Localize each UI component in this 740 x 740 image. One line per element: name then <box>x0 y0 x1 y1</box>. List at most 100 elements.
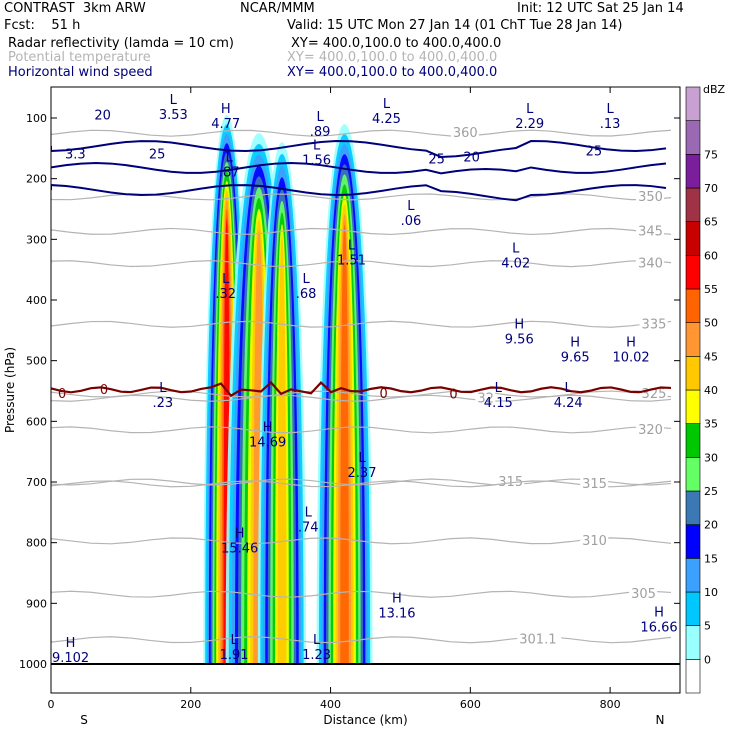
theta-label-bg <box>639 316 668 332</box>
colorbar-swatch <box>685 625 701 660</box>
colorbar-tick-label: 35 <box>704 418 718 431</box>
colorbar-tick-label: 75 <box>704 148 718 161</box>
colorbar-tick-label: 15 <box>704 552 718 565</box>
extremum-value: .23 <box>152 396 173 411</box>
extremum-value: 4.02 <box>501 257 530 272</box>
wind-contour-line <box>51 161 667 175</box>
colorbar-swatch <box>685 322 701 357</box>
wind-contour-label: 20 <box>463 150 480 165</box>
colorbar-swatch <box>685 356 701 391</box>
wind-contour-label: 20 <box>94 109 111 124</box>
extremum-kind-low: L <box>222 272 230 287</box>
extremum-value: 2.37 <box>348 466 377 481</box>
valid-time: Valid: 15 UTC Mon 27 Jan 14 (01 ChT Tue … <box>287 18 623 33</box>
extremum-value: 16.66 <box>640 621 677 636</box>
extremum-kind-low: L <box>159 381 167 396</box>
extremum-value: 1.51 <box>337 254 366 269</box>
theta-label-bg <box>580 532 609 548</box>
theta-contour-line <box>51 320 672 328</box>
extremum-kind-low: L <box>230 633 238 648</box>
extremum-kind-low: L <box>383 97 391 112</box>
extremum-kind-low: L <box>526 102 534 117</box>
extremum-kind-high: H <box>570 336 580 351</box>
wind-contour-label: 25 <box>149 147 166 162</box>
wind-contour-label: 0 <box>379 387 387 402</box>
theta-contour-label: 350 <box>638 190 663 205</box>
colorbar-tick-label: 25 <box>704 485 718 498</box>
field-name-wind: Horizontal wind speed <box>8 65 153 80</box>
theta-label-bg <box>496 474 525 489</box>
x-tick-label: 400 <box>320 698 341 711</box>
wind-contours: 20 3.3 25 25 20 25 0 0 0 0 <box>51 109 672 403</box>
colorbar-swatch <box>685 86 701 121</box>
colorbar-unit: dBZ <box>703 83 726 96</box>
y-tick-label: 400 <box>26 294 47 307</box>
extremum-kind-high: H <box>654 606 664 621</box>
extremum-kind-high: H <box>392 592 402 607</box>
y-axis-label: Pressure (hPa) <box>3 347 17 433</box>
theta-contour-line <box>51 390 672 398</box>
field-xy-theta: XY= 400.0,100.0 to 400.0,400.0 <box>287 50 498 65</box>
extremum-value: 9.65 <box>561 351 590 366</box>
x-tick-label: 800 <box>600 698 621 711</box>
extremum-value: .87 <box>219 166 240 181</box>
plot-frame <box>50 86 681 694</box>
extremum-kind-low: L <box>348 239 356 254</box>
theta-label-bg <box>636 223 665 239</box>
colorbar-swatch <box>685 524 701 559</box>
colorbar-swatch <box>685 423 701 458</box>
theta-contour-label: 360 <box>453 126 478 141</box>
theta-label-bg <box>517 631 562 647</box>
extremum-value: 14.69 <box>249 436 286 451</box>
extremum-kind-low: L <box>316 110 324 125</box>
y-tick-label: 900 <box>26 597 47 610</box>
extremum-kind-low: L <box>313 138 321 153</box>
extremum-value: 10.02 <box>612 351 649 366</box>
colorbar-tick-label: 20 <box>704 519 718 532</box>
colorbar-swatch <box>685 221 701 256</box>
extremum-value: 9.56 <box>505 332 534 347</box>
theta-contour-label: 301.1 <box>519 633 556 648</box>
extrema-labels: L3.53 H4.77 L.89L4.25L2.29L.13L.87L1.56L.0… <box>52 93 678 666</box>
theta-contour-line <box>51 260 672 268</box>
extremum-kind-high: H <box>221 102 231 117</box>
colorbar-tick-label: 50 <box>704 317 718 330</box>
theta-contour-line <box>51 426 672 434</box>
extremum-kind-high: H <box>235 527 245 542</box>
colorbar-tick-label: 65 <box>704 216 718 229</box>
theta-contour-line <box>51 129 672 137</box>
direction-label-north: N <box>656 713 665 727</box>
theta-contour-label: 335 <box>642 317 667 332</box>
zero-wind-contour-line <box>51 380 672 398</box>
extremum-value: 4.77 <box>211 117 240 132</box>
extremum-value: .74 <box>298 520 319 535</box>
wind-contour-line <box>51 140 667 158</box>
theta-contour-label: 340 <box>638 257 663 272</box>
field-xy-reflectivity: XY= 400.0,100.0 to 400.0,400.0 <box>291 36 502 51</box>
theta-contour-line <box>51 636 672 644</box>
extremum-kind-low: L <box>512 242 520 257</box>
theta-contour-line <box>51 227 672 236</box>
extremum-kind-high: H <box>263 421 273 436</box>
wind-contour-label: 0 <box>449 388 457 403</box>
colorbar-tick-label: 5 <box>704 620 711 633</box>
theta-label-bg <box>580 475 609 491</box>
colorbar-tick-label: 55 <box>704 283 718 296</box>
y-tick-label: 1000 <box>19 658 47 671</box>
theta-contour-line <box>51 537 672 545</box>
colorbar-tick-label: 30 <box>704 451 718 464</box>
theta-label-bg <box>475 390 496 406</box>
extremum-kind-low: L <box>407 199 415 214</box>
wind-contour-line <box>51 184 667 202</box>
extremum-value: 1.91 <box>220 648 249 663</box>
extremum-kind-low: L <box>313 633 321 648</box>
colorbar: 0 5 10 15 20 25 30 35 40 45 50 55 60 65 70 75 dBZ <box>685 83 726 694</box>
extremum-kind-high: H <box>66 636 76 651</box>
field-xy-wind: XY= 400.0,100.0 to 400.0,400.0 <box>287 65 498 80</box>
y-tick-label: 300 <box>26 233 47 246</box>
extremum-value: .13 <box>600 117 621 132</box>
field-name-reflectivity: Radar reflectivity (lamda = 10 cm) <box>8 36 234 51</box>
theta-contour-label: 305 <box>631 587 656 602</box>
theta-contour-line <box>51 394 672 402</box>
